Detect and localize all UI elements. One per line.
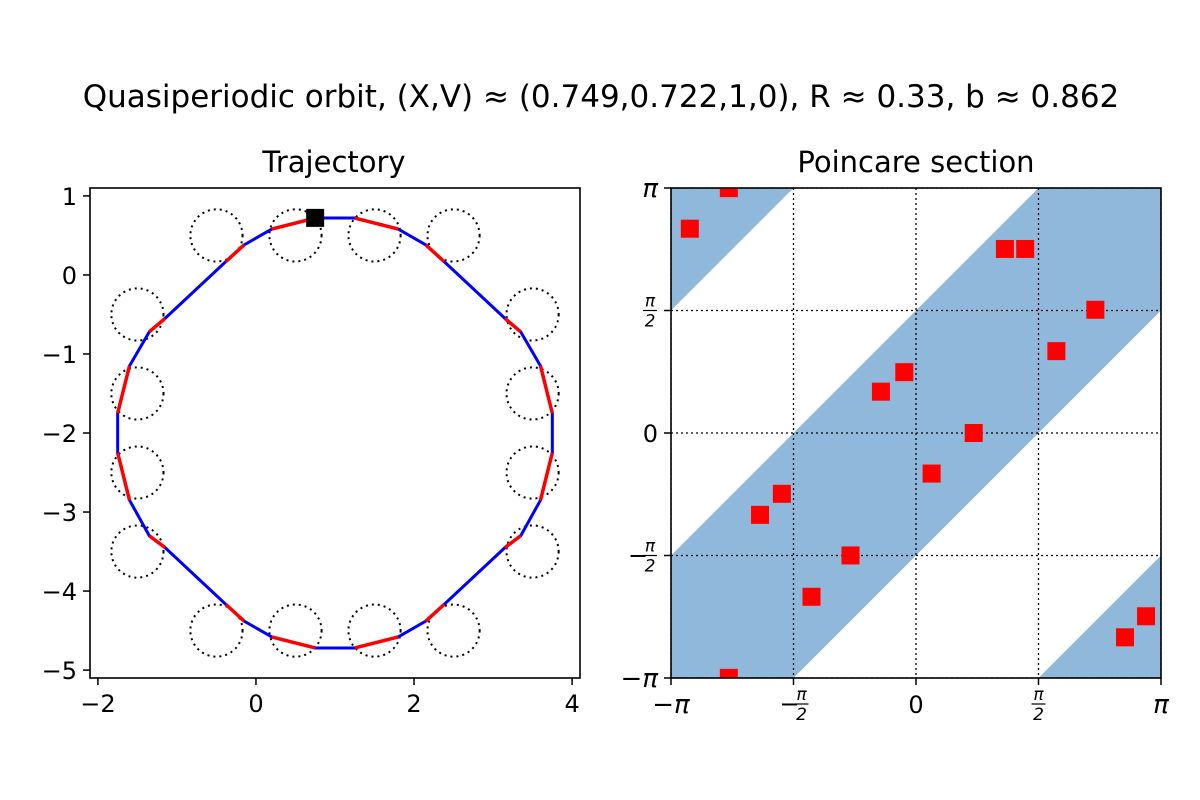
section-point	[841, 546, 860, 565]
scatter-segment	[424, 243, 446, 263]
obstacle-circle	[505, 287, 560, 342]
fraction-denominator: 2	[645, 557, 656, 577]
trajectory-axes-frame	[89, 187, 581, 679]
section-point	[1116, 628, 1135, 647]
section-point	[751, 505, 770, 524]
section-point	[871, 382, 890, 401]
x-tick-label: π	[1153, 690, 1169, 720]
trajectory-title: Trajectory	[261, 145, 405, 179]
obstacle-circle	[268, 603, 323, 658]
y-tick-label: π	[642, 174, 658, 204]
y-tick-label: −3	[42, 499, 77, 527]
x-tick-label: −π2	[779, 685, 809, 725]
obstacle-circle	[110, 287, 165, 342]
trajectory-plot	[110, 208, 560, 658]
fraction-denominator: 2	[645, 311, 656, 331]
scatter-segment	[503, 317, 522, 334]
scatter-segment	[271, 635, 316, 650]
x-tick-label: 2	[406, 690, 421, 718]
obstacle-circle	[505, 366, 560, 421]
minus-sign: −	[779, 690, 799, 718]
x-tick-label: −π	[652, 690, 690, 720]
y-tick-label: 0	[643, 420, 658, 448]
obstacle-circle	[426, 208, 481, 263]
section-point	[680, 219, 699, 238]
poincare-plot	[671, 188, 1161, 678]
figure-title: Quasiperiodic orbit, (X,V) ≈ (0.749,0.72…	[83, 79, 1120, 115]
section-point	[772, 484, 791, 503]
obstacle-circle	[347, 208, 402, 263]
scatter-segment	[148, 534, 167, 549]
fraction-numerator: π	[645, 291, 656, 311]
obstacle-circle	[268, 208, 323, 263]
obstacle-circle	[505, 445, 560, 500]
y-tick-label: −π2	[628, 537, 657, 577]
y-tick-label: −4	[42, 578, 77, 606]
band-region	[671, 188, 794, 311]
fraction-numerator: π	[645, 537, 656, 557]
y-tick-label: π2	[643, 291, 657, 331]
scatter-segment	[115, 365, 132, 414]
y-tick-label: −1	[42, 341, 77, 369]
scatter-segment	[224, 603, 246, 623]
obstacle-circle	[426, 603, 481, 658]
scatter-segment	[538, 452, 555, 501]
trajectory-ticks: −2 0 2 4 1 0 −1 −2 −3 −4 −5	[42, 183, 580, 718]
x-tick-label: 0	[908, 691, 923, 719]
scatter-segment	[354, 635, 399, 650]
scatter-segment	[354, 216, 399, 231]
y-tick-label: −2	[42, 420, 77, 448]
section-point	[1047, 342, 1066, 361]
orbit-line	[116, 216, 554, 650]
x-tick-label: 0	[248, 690, 263, 718]
section-point	[995, 239, 1014, 258]
y-tick-label: −π	[621, 664, 659, 694]
section-point	[964, 424, 983, 442]
x-tick-label: π2	[1031, 685, 1046, 725]
section-point	[895, 363, 914, 382]
band-region	[1038, 555, 1161, 678]
section-point	[719, 668, 738, 678]
poincare-title: Poincare section	[797, 145, 1034, 179]
minus-sign: −	[628, 542, 648, 570]
y-tick-label: 1	[62, 183, 77, 211]
section-point	[719, 188, 738, 198]
section-point	[922, 464, 941, 483]
fraction-numerator: π	[1033, 685, 1044, 705]
obstacle-circle	[347, 603, 402, 658]
scatter-segment	[115, 452, 132, 501]
start-marker	[306, 208, 325, 227]
obstacle-circle	[110, 366, 165, 421]
scatter-segment	[148, 317, 167, 334]
obstacle-circle	[189, 208, 244, 263]
x-tick-label: −2	[80, 690, 115, 718]
fraction-numerator: π	[796, 685, 807, 705]
scatter-segment	[538, 365, 555, 414]
scatter-segment	[424, 603, 446, 623]
obstacle-circle	[505, 524, 560, 579]
section-point	[802, 587, 821, 606]
x-tick-label: 4	[564, 690, 579, 718]
fraction-denominator: 2	[796, 705, 807, 725]
scatter-segment	[503, 534, 522, 549]
obstacle-circle	[110, 445, 165, 500]
fraction-denominator: 2	[1033, 705, 1044, 725]
section-point	[1137, 607, 1156, 626]
obstacle-circle	[110, 524, 165, 579]
y-tick-label: −5	[42, 657, 77, 685]
scatter-segment	[224, 243, 246, 263]
y-tick-label: 0	[62, 262, 77, 290]
obstacle-circle	[189, 603, 244, 658]
section-point	[1016, 239, 1035, 258]
section-point	[1086, 300, 1105, 319]
